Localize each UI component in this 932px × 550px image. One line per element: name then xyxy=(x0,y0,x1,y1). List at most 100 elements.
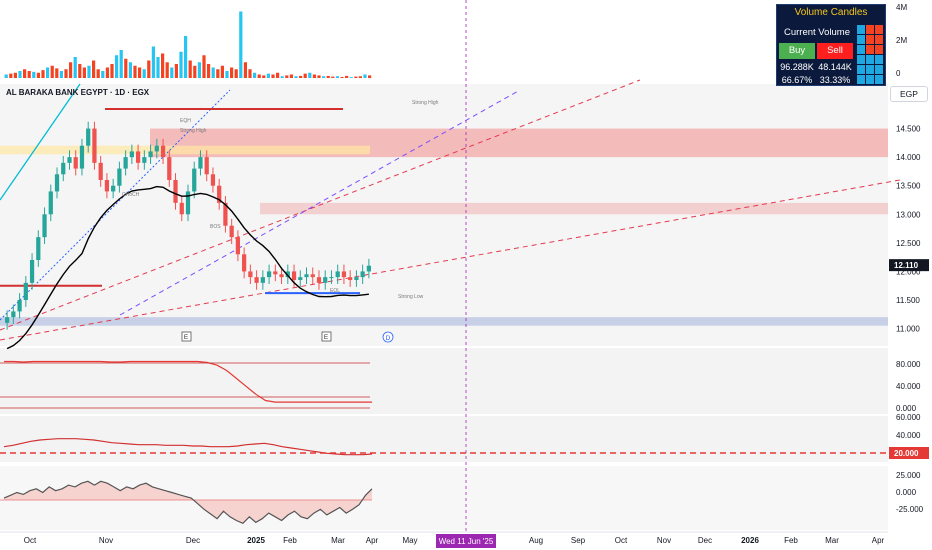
volume-bar xyxy=(9,73,13,78)
volume-grid-cell xyxy=(875,35,883,44)
candle-body xyxy=(173,180,178,203)
x-tick-label: Apr xyxy=(872,536,885,545)
oscillator-3-panel xyxy=(0,480,373,525)
volume-mini-grid xyxy=(857,25,885,85)
smc-annotation: Strong Low xyxy=(398,294,424,300)
volume-grid-cell xyxy=(857,75,865,84)
oscillator-line xyxy=(4,360,372,403)
buy-label: Buy xyxy=(779,43,815,59)
volume-bar xyxy=(115,55,119,78)
oscillator-tick-label: 60.000 xyxy=(896,413,921,422)
smc-annotation: CHoCH xyxy=(122,192,140,198)
volume-bar xyxy=(317,75,321,78)
earnings-marker-label: E xyxy=(184,334,189,341)
candle-body xyxy=(329,277,334,279)
candle-body xyxy=(29,260,35,283)
volume-bar xyxy=(92,60,96,78)
volume-bar xyxy=(32,71,36,78)
volume-bar xyxy=(193,65,197,78)
x-tick-label: Mar xyxy=(825,536,839,545)
osc1-panel-bg xyxy=(0,348,888,414)
oscillator-tick-label: 25.000 xyxy=(896,471,921,480)
x-tick-label: Feb xyxy=(283,536,297,545)
volume-bar xyxy=(165,62,169,78)
x-tick-label: Oct xyxy=(24,536,37,545)
volume-grid-cell xyxy=(866,65,874,74)
volume-bar xyxy=(23,69,27,78)
volume-bar xyxy=(170,67,174,78)
candle-body xyxy=(360,271,365,278)
demand-zone xyxy=(0,317,888,326)
volume-bar xyxy=(101,71,105,78)
candle-body xyxy=(167,157,172,180)
volume-bar xyxy=(73,57,77,78)
volume-bar xyxy=(156,57,160,78)
volume-bar xyxy=(248,69,252,78)
x-tick-label: Apr xyxy=(366,536,379,545)
candle-body xyxy=(185,191,191,215)
volume-grid-cell xyxy=(857,55,865,64)
threshold-badge-bg xyxy=(889,447,929,459)
volume-bar xyxy=(36,72,40,78)
x-tick-label: Nov xyxy=(657,536,671,545)
candle-body xyxy=(48,191,53,215)
volume-bar xyxy=(257,74,261,78)
volume-grid-cell xyxy=(866,35,874,44)
smc-annotation: Strong High xyxy=(412,100,439,106)
volume-grid-cell xyxy=(875,65,883,74)
candle-body xyxy=(354,277,359,280)
candle-body xyxy=(316,277,322,283)
candle-body xyxy=(291,271,297,280)
price-tick-label: 12.500 xyxy=(896,239,921,248)
candle-body xyxy=(179,202,184,215)
dividend-marker-label: D xyxy=(386,335,391,342)
earnings-marker xyxy=(321,331,332,342)
candle-body xyxy=(73,157,78,169)
sell-percent: 33.33% xyxy=(819,75,851,85)
smc-annotation: EQL xyxy=(330,288,340,294)
volume-bar xyxy=(133,65,137,78)
volume-bar xyxy=(253,72,257,78)
volume-bar xyxy=(138,67,142,78)
oscillator-fill xyxy=(4,481,372,524)
volume-tick-label: 0 xyxy=(896,69,901,78)
crosshair-date-label: Wed 11 Jun '25 xyxy=(439,537,494,546)
price-panel-bg xyxy=(0,84,888,346)
oscillator-tick-label: -25.000 xyxy=(896,505,924,514)
candle-body xyxy=(260,277,265,283)
volume-bar xyxy=(220,65,224,78)
buy-percent: 66.67% xyxy=(781,75,813,85)
volume-bar xyxy=(161,53,165,78)
volume-bar xyxy=(289,74,293,78)
price-panel: EQH EQL CHoCH BOS Strong Low Strong High Stron… xyxy=(0,79,901,350)
candle-body xyxy=(148,151,153,158)
volume-bar xyxy=(276,72,280,78)
volume-bar xyxy=(55,68,59,78)
volume-bar xyxy=(124,58,128,78)
candle-body xyxy=(235,237,241,255)
currency-badge[interactable]: EGP xyxy=(890,86,928,102)
volume-grid-cell xyxy=(857,65,865,74)
candle-body xyxy=(254,277,259,283)
volume-bar xyxy=(13,72,17,78)
volume-bar xyxy=(354,76,358,78)
trend-line xyxy=(0,83,81,201)
volume-grid-cell xyxy=(866,45,874,54)
volume-grid-cell xyxy=(866,25,874,34)
volume-bar xyxy=(349,77,353,78)
volume-bar xyxy=(50,65,54,78)
volume-bar xyxy=(78,64,82,78)
earnings-marker xyxy=(181,331,192,342)
candle-body xyxy=(160,145,166,158)
volume-bar xyxy=(335,76,339,78)
candle-body xyxy=(36,237,41,260)
candle-body xyxy=(266,271,272,278)
candle-body xyxy=(154,145,159,152)
volume-bar xyxy=(216,69,220,78)
dividend-marker xyxy=(382,331,394,343)
candle-body xyxy=(61,162,66,175)
volume-bar xyxy=(303,73,307,78)
symbol-title[interactable]: AL BARAKA BANK EGYPT · 1D · EGX xyxy=(6,88,150,97)
